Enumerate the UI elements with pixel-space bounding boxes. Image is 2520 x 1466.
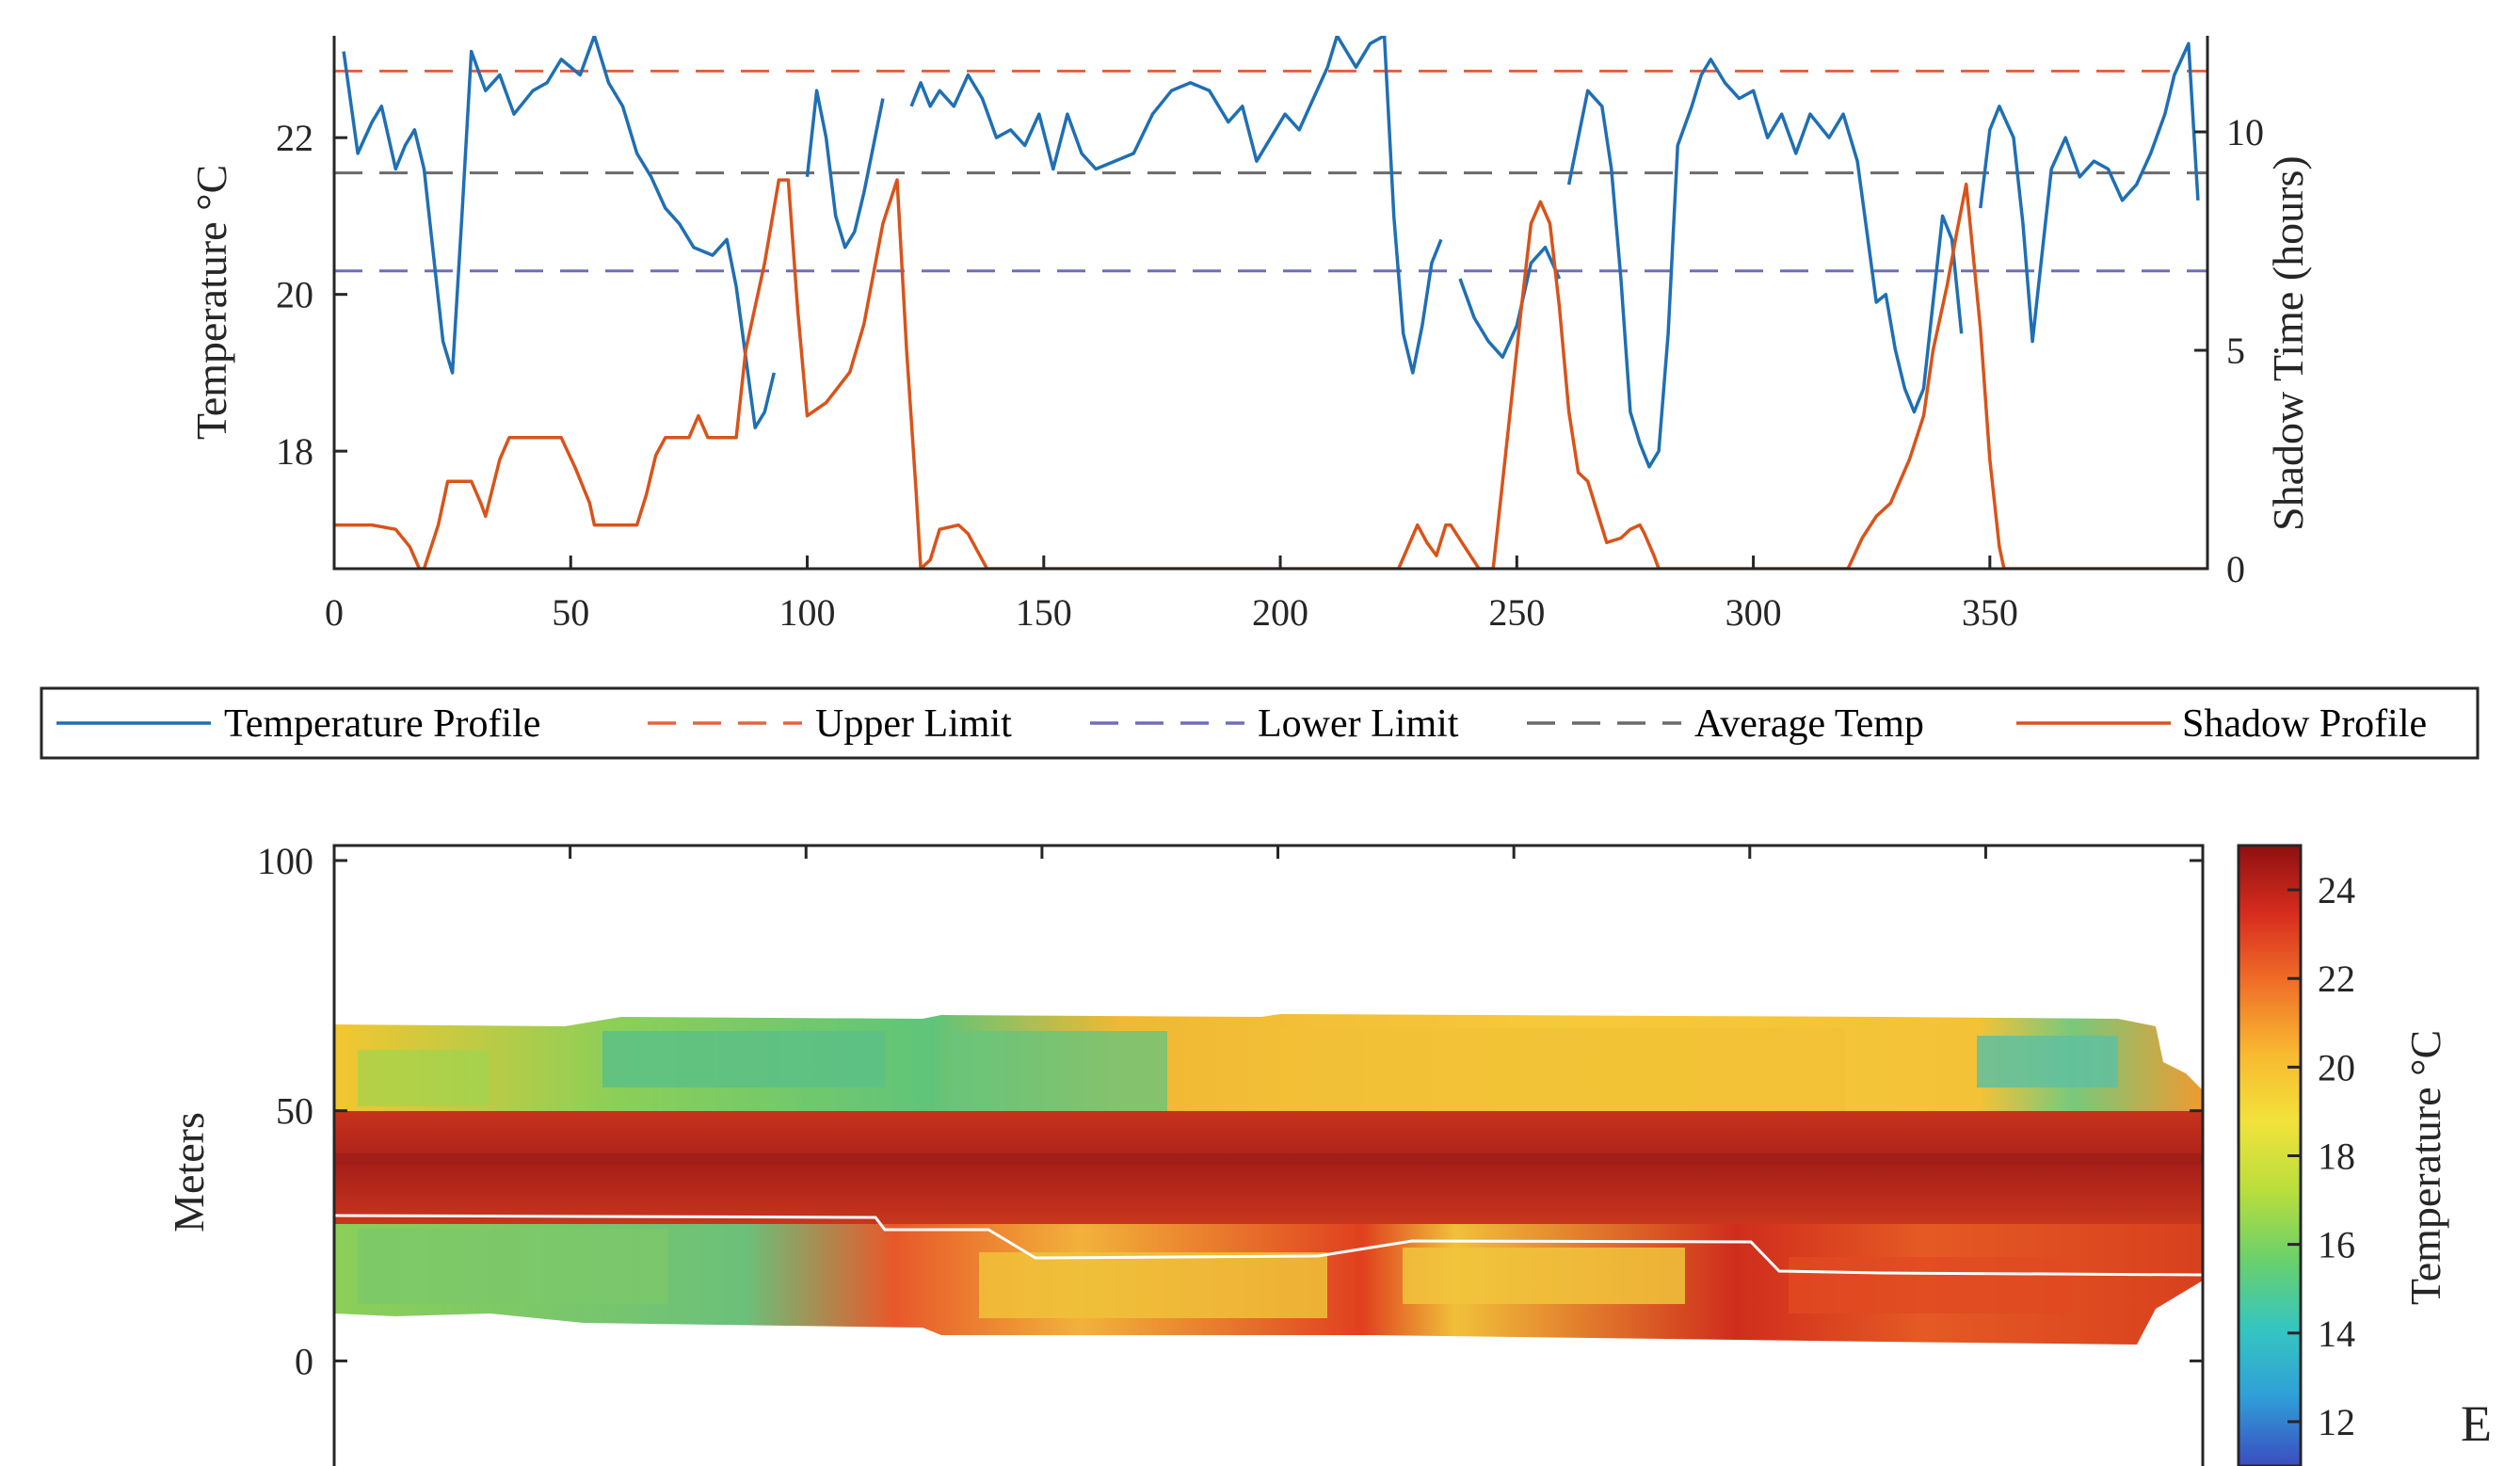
- temperature-profile-segment-5: [1979, 41, 2200, 344]
- legend-label-shadow-profile: Shadow Profile: [2182, 702, 2427, 746]
- colorbar-tick-label: 14: [2318, 1313, 2355, 1355]
- y2-tick-label: 0: [2226, 548, 2245, 590]
- legend-entry-average-temp: Average Temp: [1527, 702, 1924, 746]
- colorbar-tick-label: 18: [2318, 1136, 2355, 1178]
- heatmap-patch: [1280, 1028, 1845, 1113]
- bottom-x-ticks: [332, 846, 1987, 859]
- x-tick-label: 0: [325, 591, 344, 634]
- colorbar-label: Temperature °C: [2401, 1030, 2449, 1305]
- x-tick-label: 200: [1252, 591, 1308, 634]
- heatmap-patch: [951, 1031, 1167, 1116]
- legend-label-average-temp: Average Temp: [1694, 702, 1924, 746]
- colorbar-tick-label: 22: [2318, 958, 2355, 1000]
- colorbar-tick-label: 12: [2318, 1401, 2355, 1443]
- colorbar-tick-label: 24: [2318, 869, 2355, 911]
- temperature-profile-segment-3: [1458, 245, 1562, 360]
- thermal-heatmap-image: [333, 1014, 2204, 1345]
- heatmap-boundary-line: [333, 1214, 2204, 1277]
- top-x-ticks: 0 50 100 150 200 250 300 350: [325, 556, 2018, 634]
- x-tick-label: 300: [1725, 591, 1782, 634]
- heatmap-road: [334, 1111, 2203, 1224]
- heatmap-patch: [979, 1252, 1327, 1318]
- x-tick-label: 350: [1962, 591, 2018, 634]
- bottom-axes-frame: [332, 844, 2205, 1466]
- x-tick-label: 100: [779, 591, 836, 634]
- bottom-y-axis-label: Meters: [165, 1112, 213, 1232]
- colorbar-tick-label: 20: [2318, 1046, 2355, 1088]
- legend-label-temperature-profile: Temperature Profile: [224, 702, 540, 746]
- top-y2-axis-label: Shadow Time (hours): [2264, 155, 2312, 531]
- y-tick-label: 22: [276, 117, 313, 159]
- legend-entry-upper-limit: Upper Limit: [648, 702, 1012, 746]
- top-plot-area: [334, 36, 2207, 569]
- legend-entry-lower-limit: Lower Limit: [1090, 702, 1459, 746]
- heatmap-patch: [1977, 1036, 2118, 1087]
- thermal-map-chart: 0 50 100 Meters 12 14 16 18 20 22 24 Temperature…: [165, 840, 2449, 1466]
- bottom-y-tick-label: 50: [276, 1090, 313, 1133]
- bottom-y-tick-label: 0: [295, 1340, 313, 1382]
- bottom-y-tick-label: 100: [257, 840, 313, 882]
- heatmap-patch: [1403, 1248, 1685, 1304]
- heatmap-patch: [358, 1229, 668, 1304]
- colorbar: 12 14 16 18 20 22 24 Temperature °C: [2237, 844, 2449, 1466]
- temperature-profile-segment-2: [909, 36, 1443, 375]
- legend-label-upper-limit: Upper Limit: [815, 702, 1012, 746]
- x-tick-label: 250: [1488, 591, 1545, 634]
- temperature-profile-segment-0: [342, 36, 777, 429]
- heatmap-patch: [358, 1050, 490, 1106]
- y2-tick-label: 5: [2226, 330, 2245, 372]
- top-y2-ticks: 0 5 10: [2194, 111, 2264, 590]
- panel-corner-letter: E: [2461, 1395, 2492, 1452]
- x-tick-label: 50: [552, 591, 589, 634]
- temperature-profile-segment-1: [805, 89, 885, 250]
- y-tick-label: 18: [276, 430, 313, 473]
- temperature-shadow-chart: 0 50 100 150 200 250 300 350 18 20 22 0 5 10 Temper…: [187, 36, 2312, 634]
- x-tick-label: 150: [1016, 591, 1072, 634]
- legend-entry-temperature-profile: Temperature Profile: [56, 702, 540, 746]
- top-y-ticks: 18 20 22: [276, 117, 347, 473]
- top-y2-axis-label-clip: Shadow Time (hours): [2264, 155, 2312, 531]
- y-tick-label: 20: [276, 274, 313, 316]
- heatmap-patch: [1789, 1257, 2071, 1313]
- bottom-y-ticks: 0 50 100: [257, 840, 2203, 1382]
- heatmap-patch: [602, 1031, 885, 1087]
- top-y-axis-label: Temperature °C: [187, 165, 235, 440]
- temperature-profile-segment-4: [1566, 57, 1964, 469]
- legend-label-lower-limit: Lower Limit: [1258, 702, 1459, 746]
- legend-entry-shadow-profile: Shadow Profile: [2016, 702, 2427, 746]
- colorbar-tick-label: 16: [2318, 1224, 2355, 1266]
- top-axes-frame: [332, 36, 2209, 571]
- y2-tick-label: 10: [2226, 111, 2264, 153]
- legend: Temperature Profile Upper Limit Lower Li…: [40, 686, 2480, 760]
- shadow-profile-line: [334, 178, 2207, 569]
- colorbar-ticks: 12 14 16 18 20 22 24: [2287, 869, 2355, 1443]
- heatmap-road-stripe: [334, 1153, 2203, 1165]
